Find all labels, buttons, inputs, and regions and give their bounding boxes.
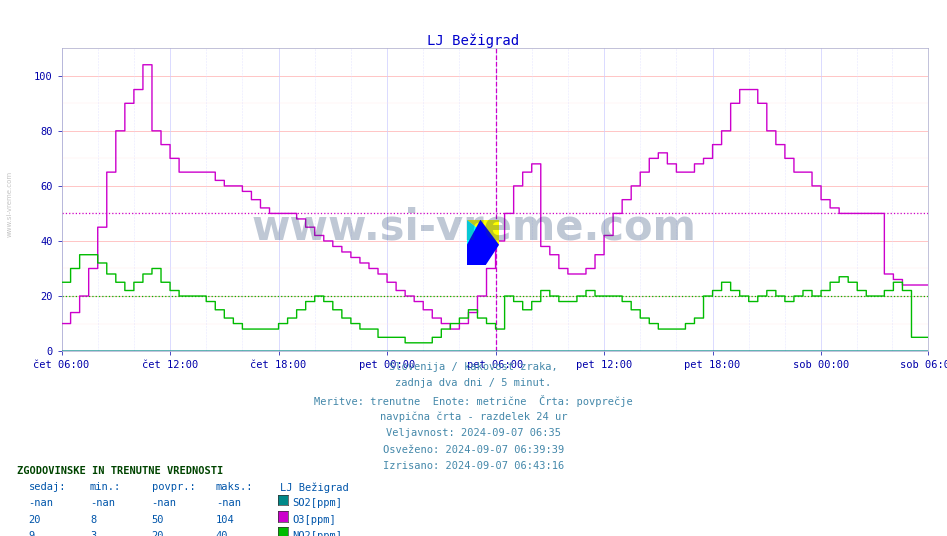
Text: 50: 50 <box>152 515 164 525</box>
Text: www.si-vreme.com: www.si-vreme.com <box>7 170 12 237</box>
Text: -nan: -nan <box>216 498 241 509</box>
Polygon shape <box>467 220 499 265</box>
Text: O3[ppm]: O3[ppm] <box>293 515 336 525</box>
Polygon shape <box>467 220 499 245</box>
Text: Slovenija / kakovost zraka,: Slovenija / kakovost zraka, <box>389 362 558 372</box>
Text: zadnja dva dni / 5 minut.: zadnja dva dni / 5 minut. <box>396 378 551 389</box>
Text: 3: 3 <box>90 531 97 536</box>
Text: -nan: -nan <box>152 498 176 509</box>
Text: SO2[ppm]: SO2[ppm] <box>293 498 343 509</box>
Text: Veljavnost: 2024-09-07 06:35: Veljavnost: 2024-09-07 06:35 <box>386 428 561 438</box>
Text: 9: 9 <box>28 531 35 536</box>
Text: min.:: min.: <box>90 482 121 493</box>
Text: 20: 20 <box>152 531 164 536</box>
Text: NO2[ppm]: NO2[ppm] <box>293 531 343 536</box>
Text: www.si-vreme.com: www.si-vreme.com <box>251 207 696 249</box>
Text: povpr.:: povpr.: <box>152 482 195 493</box>
Text: Meritve: trenutne  Enote: metrične  Črta: povprečje: Meritve: trenutne Enote: metrične Črta: … <box>314 395 633 407</box>
Text: 20: 20 <box>28 515 41 525</box>
Text: Izrisano: 2024-09-07 06:43:16: Izrisano: 2024-09-07 06:43:16 <box>383 461 564 472</box>
Text: LJ Bežigrad: LJ Bežigrad <box>427 33 520 48</box>
Text: 40: 40 <box>216 531 228 536</box>
Text: 8: 8 <box>90 515 97 525</box>
Text: LJ Bežigrad: LJ Bežigrad <box>280 482 349 493</box>
Text: maks.:: maks.: <box>216 482 254 493</box>
Text: -nan: -nan <box>90 498 115 509</box>
Text: 104: 104 <box>216 515 235 525</box>
Text: navpična črta - razdelek 24 ur: navpična črta - razdelek 24 ur <box>380 412 567 422</box>
Text: -nan: -nan <box>28 498 53 509</box>
Text: sedaj:: sedaj: <box>28 482 66 493</box>
Polygon shape <box>467 220 499 245</box>
Text: Osveženo: 2024-09-07 06:39:39: Osveženo: 2024-09-07 06:39:39 <box>383 445 564 455</box>
Text: ZGODOVINSKE IN TRENUTNE VREDNOSTI: ZGODOVINSKE IN TRENUTNE VREDNOSTI <box>17 466 223 477</box>
